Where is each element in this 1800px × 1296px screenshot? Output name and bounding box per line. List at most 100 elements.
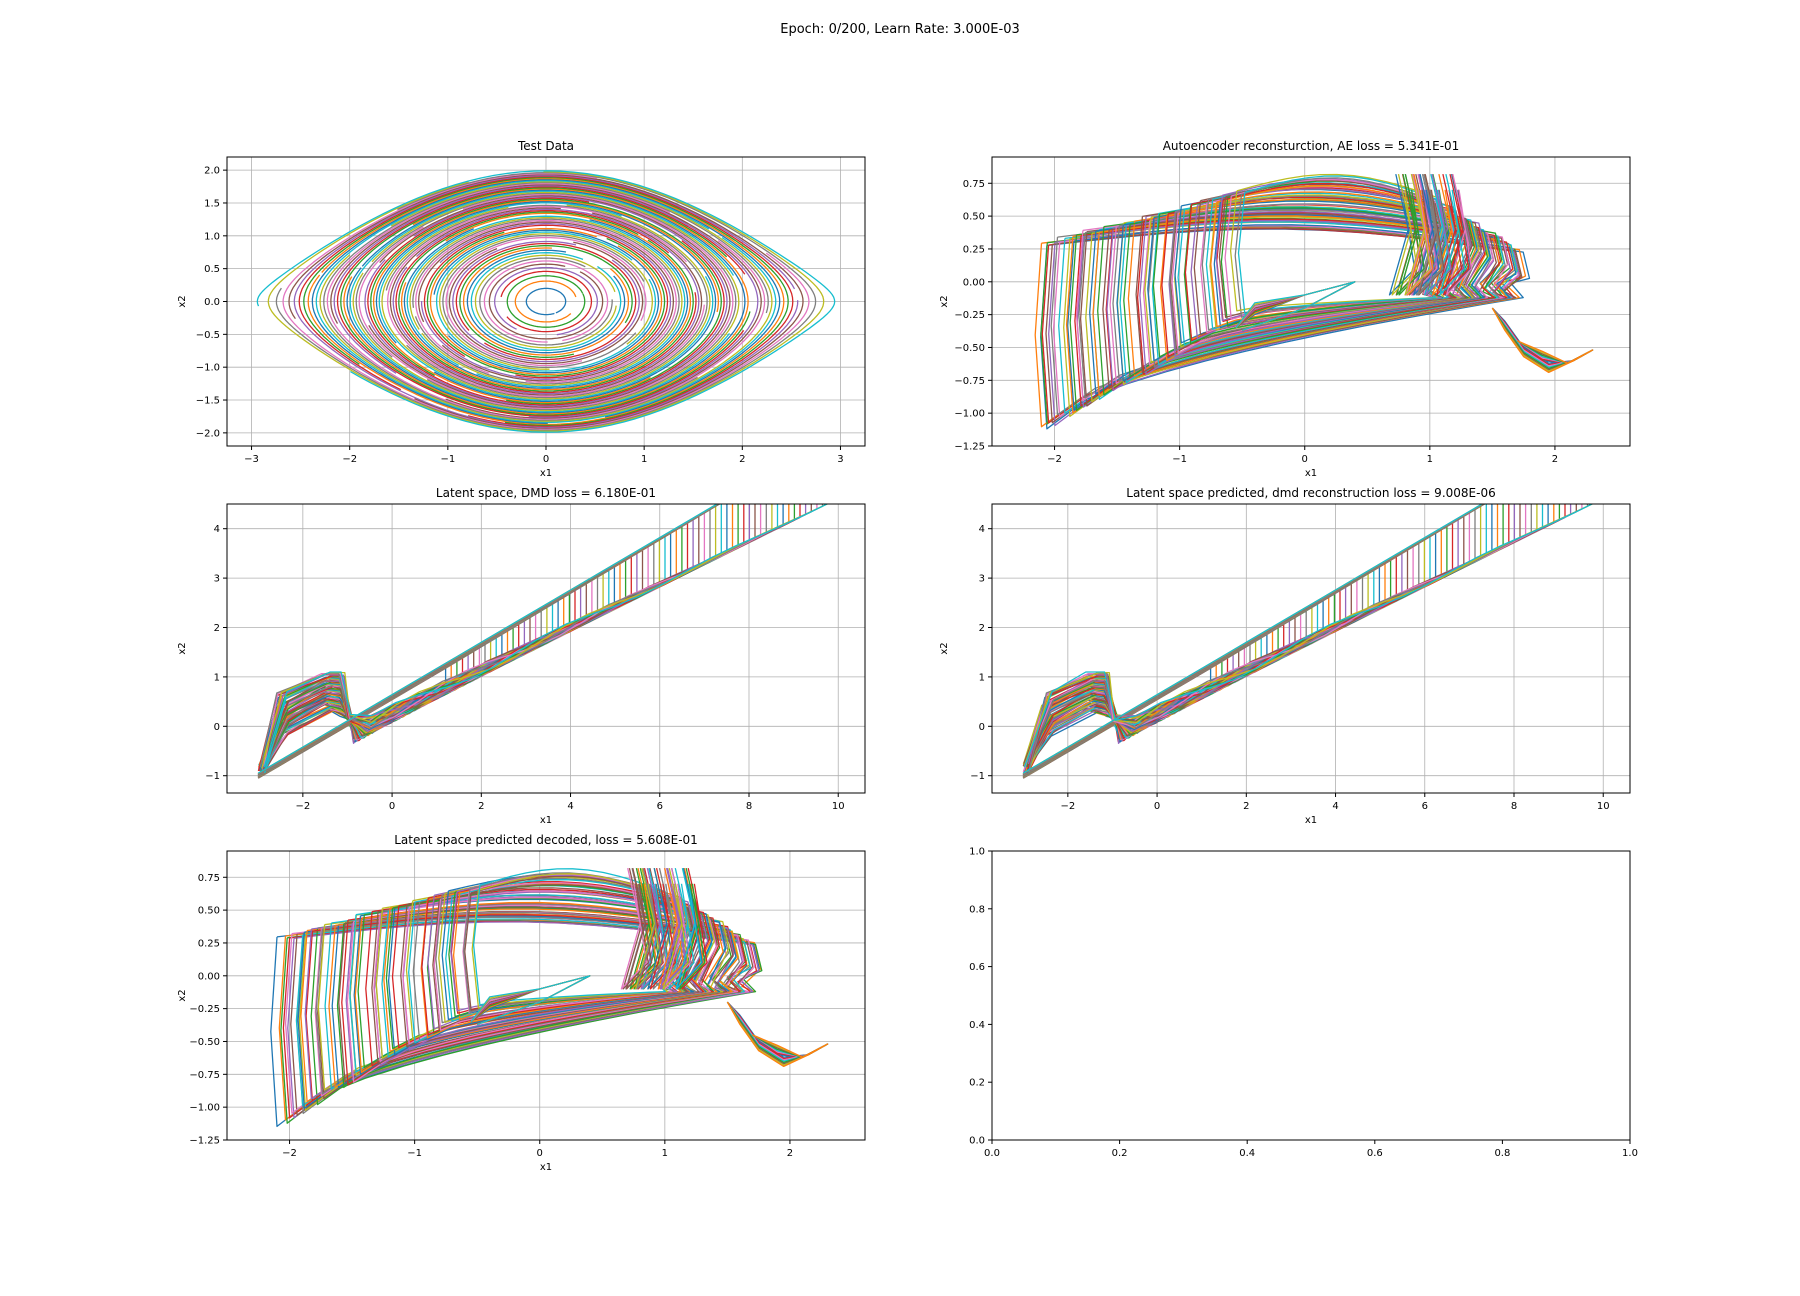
y-tick-label: −0.50 [189,1037,220,1048]
figure-suptitle: Epoch: 0/200, Learn Rate: 3.000E-03 [780,22,1020,37]
series-line [385,204,708,399]
subplot-title: Latent space predicted decoded, loss = 5… [394,833,698,847]
y-tick-label: 0.0 [204,297,220,308]
x-tick-label: −2 [295,801,310,812]
series-line [403,219,689,389]
series-line [1235,281,1356,331]
series-line [420,223,672,380]
series-line [681,867,708,990]
series-line [305,914,747,1102]
y-axis-label: x2 [939,295,950,307]
y-axis-label: x2 [939,642,950,654]
series-line [1404,173,1431,296]
y-tick-label: 4 [214,524,220,535]
series-line [296,916,751,1115]
x-tick-label: 6 [1422,801,1428,812]
series-group [257,504,829,779]
y-tick-label: 1.0 [204,231,220,242]
x-tick-label: 0.4 [1239,1148,1255,1159]
axes-frame [226,503,866,794]
series-line [346,189,746,414]
series-line [354,901,724,1074]
series-line [303,176,789,427]
series-line [647,867,674,990]
x-tick-label: 0 [389,801,395,812]
series-line [307,177,785,426]
series-line [426,231,666,377]
series-line [257,504,829,774]
series-line [525,287,567,316]
series-line [1439,173,1466,296]
x-tick-label: −2 [1060,801,1075,812]
x-tick-label: 0 [543,454,549,465]
series-line [659,867,686,990]
x-tick-label: 1 [662,1148,668,1159]
series-line [372,199,720,404]
x-tick-label: 4 [567,801,573,812]
x-tick-label: 0.8 [1494,1148,1510,1159]
series-line [1168,195,1471,352]
series-line [1443,173,1470,296]
y-tick-label: −1.00 [189,1103,220,1114]
y-tick-label: −0.75 [954,376,985,387]
series-line [349,190,735,413]
series-line [400,887,706,1048]
series-group [1034,173,1594,430]
subplot-1: −3 −2 −1 0 1 2 3 −2.0 −1.5 −1.0 −0.5 0.0 0.5 1.0 1.5 2.… [177,139,866,479]
x-tick-label: 8 [746,801,752,812]
y-tick-label: 0.00 [963,277,985,288]
x-tick-label: 0 [537,1148,543,1159]
series-line [466,249,626,354]
series-line [402,891,709,1051]
series-line [483,260,609,343]
x-tick-label: −2 [282,1148,297,1159]
series-line [439,233,653,370]
series-line [275,172,817,431]
y-tick-label: 0 [214,722,220,733]
y-tick-label: 3 [214,574,220,585]
series-line [1413,173,1440,296]
y-tick-label: −0.25 [954,310,985,321]
x-tick-label: 0.6 [1367,1148,1383,1159]
y-tick-label: −1.25 [189,1136,220,1147]
series-line [352,191,740,412]
y-tick-label: 0.8 [969,904,985,915]
x-tick-label: 0 [1154,801,1160,812]
x-tick-label: −1 [407,1148,422,1159]
series-line [287,921,760,1119]
y-tick-label: 0.00 [198,971,220,982]
series-line [358,193,734,410]
y-tick-label: 0 [979,722,985,733]
x-axis-label: x1 [540,1162,552,1173]
series-line [418,221,675,382]
series-line [500,270,593,333]
series-line [445,236,647,367]
y-tick-label: 1 [979,672,985,683]
series-line [625,867,653,990]
series-line [355,192,737,411]
series-line [455,242,637,361]
y-tick-label: 0.50 [198,906,220,917]
y-tick-label: 0.2 [969,1078,985,1089]
x-tick-label: −2 [1047,454,1062,465]
series-line [448,241,644,365]
series-line [373,896,718,1067]
series-line [256,170,836,433]
x-tick-label: 2 [787,1148,793,1159]
series-line [1417,173,1444,296]
axes-frame [991,503,1631,794]
series-line [636,867,663,990]
series-line [392,208,700,395]
series-line [368,195,731,408]
series-line [1415,173,1442,296]
y-tick-label: −1 [205,771,220,782]
series-line [433,229,660,374]
x-tick-label: 2 [1552,454,1558,465]
series-line [675,867,702,990]
series-line [311,178,781,425]
series-line [652,867,679,990]
series-line [662,867,689,990]
series-line [423,224,669,379]
series-line [1106,210,1495,392]
series-line [488,263,604,340]
